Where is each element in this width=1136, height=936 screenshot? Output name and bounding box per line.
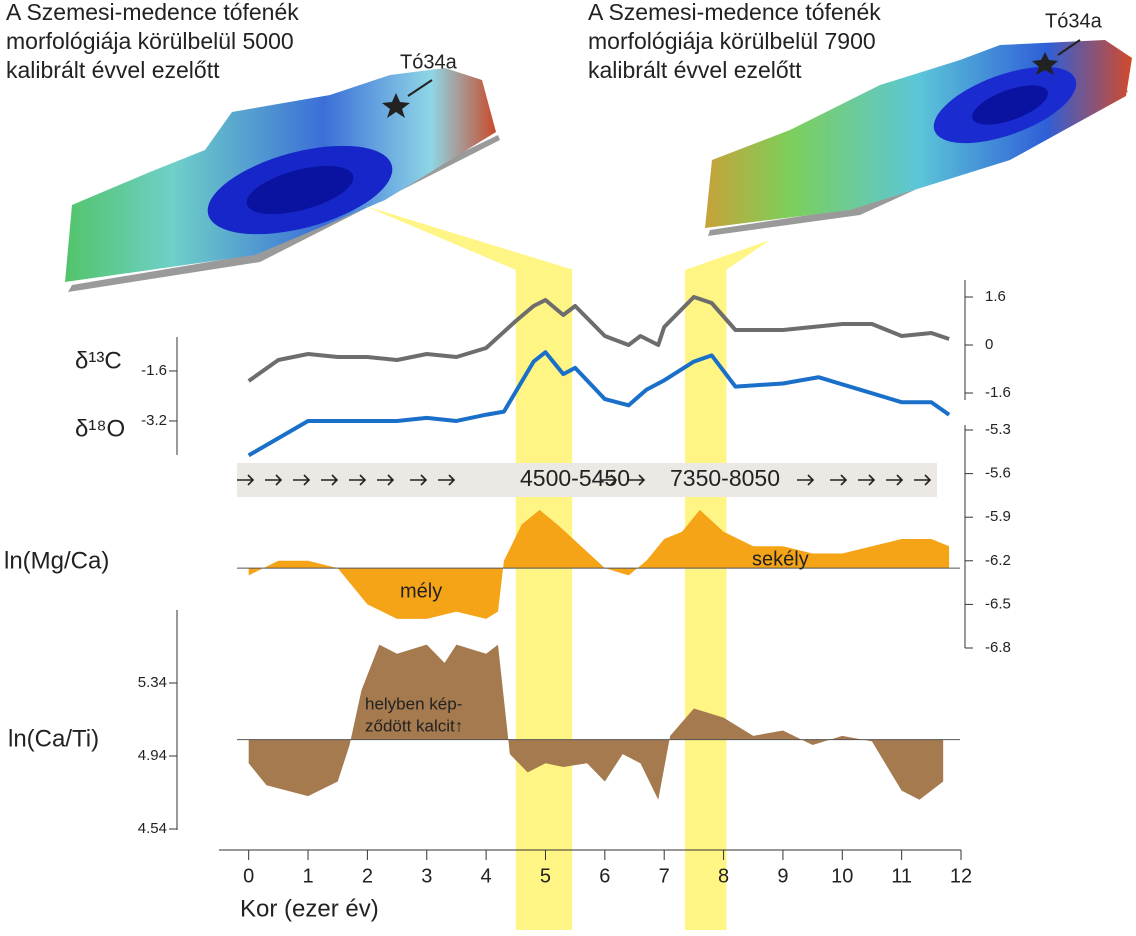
site-label: Tó34a [1045, 10, 1103, 32]
plot [237, 295, 960, 800]
annotation: helyben kép- [365, 694, 462, 713]
x-tick-label: 11 [891, 865, 912, 887]
x-tick-label: 6 [599, 865, 610, 887]
map-title: A Szemesi-medence tófenék [6, 0, 299, 25]
arrow [349, 474, 367, 486]
arrow [886, 474, 904, 486]
site-label: Tó34a [400, 51, 458, 73]
x-tick-label: 5 [540, 865, 551, 887]
map-right [705, 39, 1132, 236]
highlight-band [515, 270, 573, 930]
map-title: morfológiája körülbelül 7900 [588, 28, 876, 54]
data-area [248, 644, 944, 800]
arrow [830, 474, 848, 486]
y-tick-label: -5.3 [985, 421, 1011, 438]
arrow [628, 474, 646, 486]
x-tick-label: 2 [362, 865, 373, 887]
y-tick-label: -6.5 [985, 595, 1011, 612]
arrow [377, 474, 395, 486]
arrow [600, 474, 618, 486]
x-tick-label: 3 [421, 865, 432, 887]
arrow [237, 474, 255, 486]
x-tick-label: 4 [481, 865, 492, 887]
map-title: A Szemesi-medence tófenék [588, 0, 881, 25]
y-tick-label: -6.8 [985, 639, 1011, 656]
x-tick-label: 1 [302, 865, 313, 887]
range-label: 4500-5450 [520, 465, 630, 491]
y-axis-label: ln(Mg/Ca) [4, 547, 109, 574]
y-tick-label: -1.6 [141, 362, 167, 379]
x-tick-label: 12 [950, 865, 972, 887]
y-tick-label: 4.54 [138, 820, 167, 837]
arrow [321, 474, 339, 486]
y-tick-label: 0 [985, 336, 993, 353]
map-title: kalibrált évvel ezelőtt [6, 57, 220, 83]
x-tick-label: 9 [777, 865, 788, 887]
arrow [858, 474, 876, 486]
data-area [248, 509, 950, 619]
y-axis-label: δ¹³C [75, 347, 122, 374]
highlight-layer [365, 206, 770, 930]
arrow [797, 474, 815, 486]
y-tick-label: -5.9 [985, 508, 1011, 525]
y-tick-label: -1.6 [985, 384, 1011, 401]
y-tick-label: -6.2 [985, 552, 1011, 569]
x-tick-label: 0 [243, 865, 254, 887]
arrow [914, 474, 932, 486]
map-left [65, 68, 500, 292]
range-label: 7350-8050 [670, 465, 780, 491]
annotation: sekély [752, 548, 809, 570]
y-tick-label: 4.94 [138, 747, 167, 764]
map-title: kalibrált évvel ezelőtt [588, 57, 802, 83]
y-tick-label: -5.6 [985, 465, 1011, 482]
x-tick-label: 8 [718, 865, 729, 887]
annotation: mély [400, 580, 442, 602]
arrow-row [237, 474, 932, 486]
y-axis-label: δ¹⁸O [75, 415, 125, 442]
y-tick-label: 5.34 [138, 674, 167, 691]
x-tick-label: 10 [831, 865, 853, 887]
x-tick-label: 7 [659, 865, 670, 887]
data-line [247, 350, 951, 458]
highlight-band [684, 270, 727, 930]
arrow [265, 474, 283, 486]
arrow [438, 474, 456, 486]
arrow [410, 474, 428, 486]
map-title: morfológiája körülbelül 5000 [6, 28, 294, 54]
y-axis-label: ln(Ca/Ti) [8, 725, 99, 752]
data-line [247, 295, 950, 383]
x-axis-label: Kor (ezer év) [240, 895, 379, 922]
y-tick-label: 1.6 [985, 288, 1006, 305]
annotation: ződött kalcit↑ [365, 716, 463, 735]
arrow [293, 474, 311, 486]
y-tick-label: -3.2 [141, 412, 167, 429]
